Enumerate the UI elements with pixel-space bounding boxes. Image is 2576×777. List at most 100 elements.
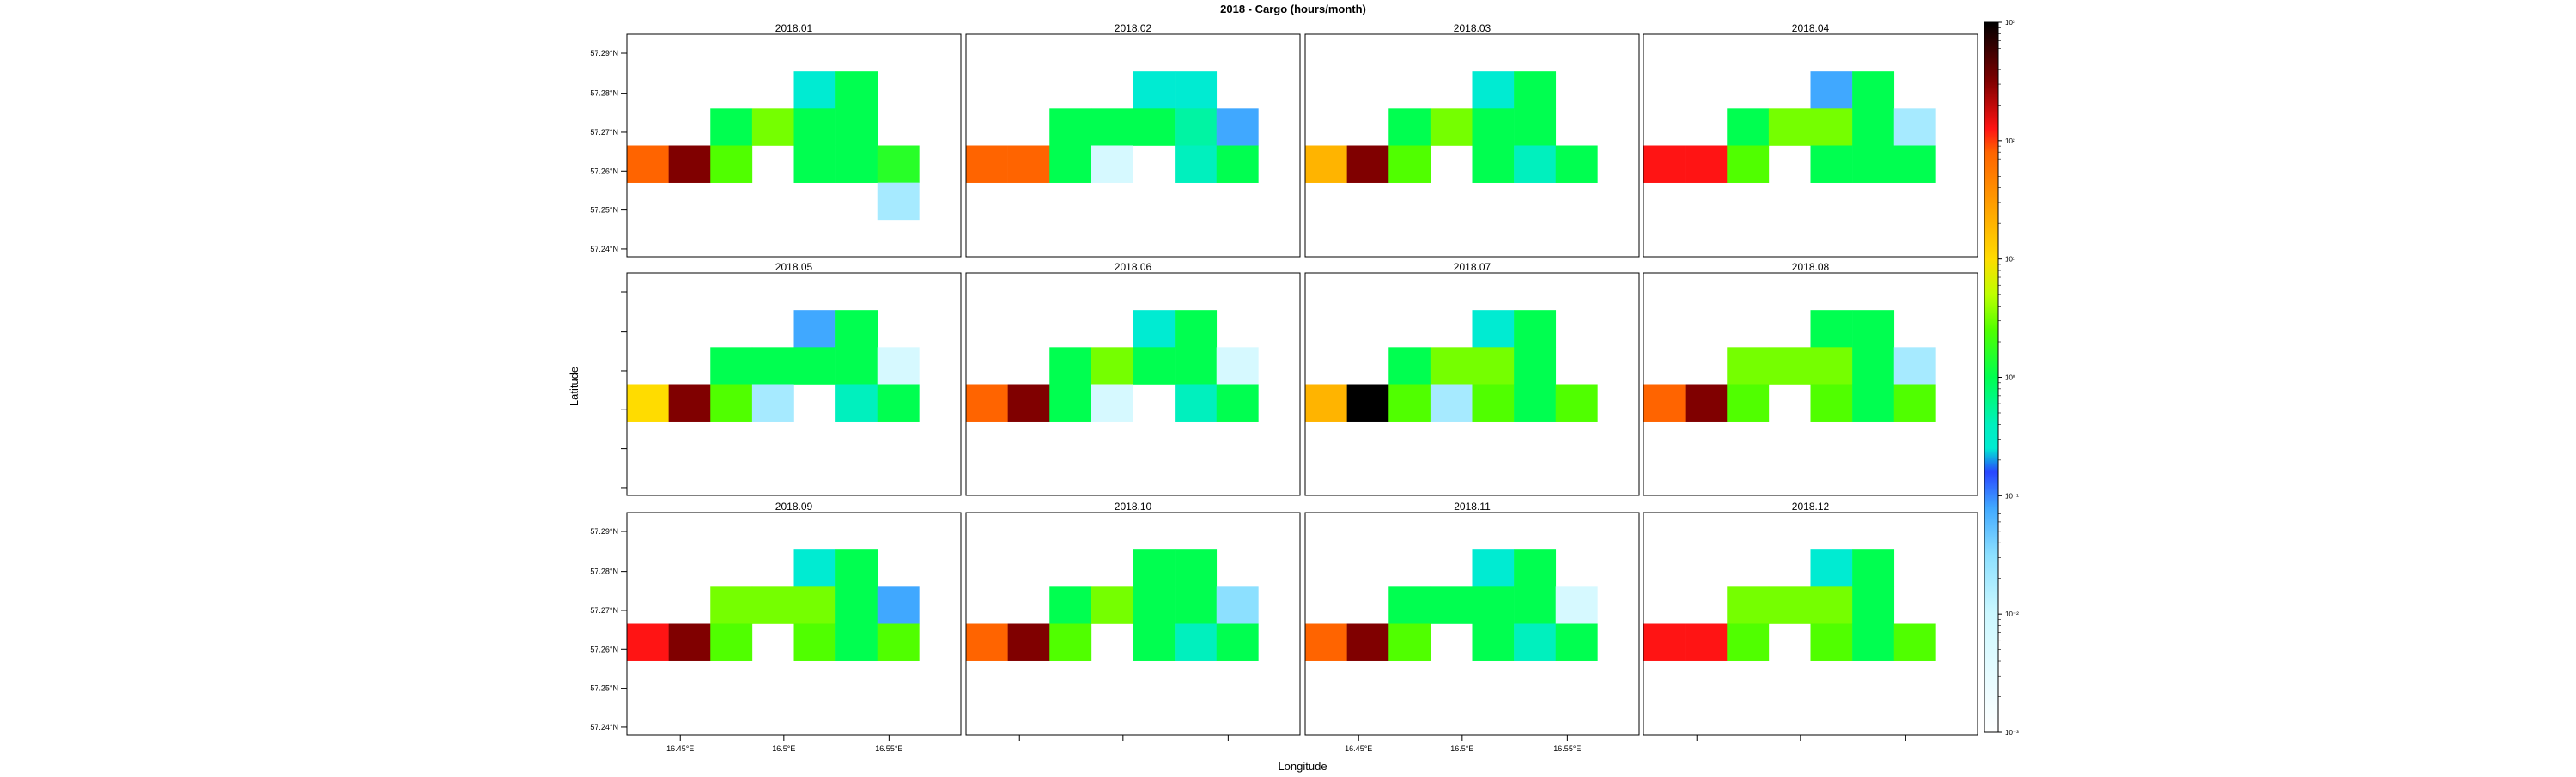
- heatmap-cell: [1643, 384, 1686, 422]
- heatmap-cell: [1555, 384, 1598, 422]
- heatmap-cell: [1430, 586, 1473, 624]
- panel-frame: [1643, 512, 1978, 736]
- heatmap-cell: [877, 586, 920, 624]
- heatmap-cell: [710, 586, 753, 624]
- heatmap-cell: [1175, 71, 1218, 109]
- panel-title: 2018.10: [1115, 501, 1152, 513]
- panel-2018-12: 2018.12: [1643, 501, 1978, 736]
- heatmap-cell: [1727, 384, 1770, 422]
- heatmap-cell: [1216, 108, 1259, 146]
- heatmap-cell: [1555, 586, 1598, 624]
- heatmap-cell: [877, 182, 920, 221]
- heatmap-cell: [1472, 108, 1515, 146]
- heatmap-cell: [1727, 347, 1770, 385]
- heatmap-cell: [1049, 108, 1092, 146]
- heatmap-cell: [835, 347, 878, 385]
- x-tick-label: 16.5°E: [772, 744, 795, 753]
- panel-title: 2018.11: [1454, 501, 1491, 513]
- heatmap-cell: [1852, 347, 1895, 385]
- heatmap-cell: [1388, 145, 1431, 183]
- heatmap-cell: [1049, 384, 1092, 422]
- heatmap-cell: [1514, 623, 1557, 661]
- colorbar: [1984, 21, 1999, 733]
- heatmap-cell: [1133, 586, 1176, 624]
- x-tick-label: 16.55°E: [1553, 744, 1581, 753]
- colorbar-tick-label: 10⁻³: [2005, 729, 2019, 737]
- heatmap-cell: [1049, 586, 1092, 624]
- panel-title: 2018.09: [775, 501, 813, 513]
- heatmap-cell: [1472, 347, 1515, 385]
- y-tick-label: 57.25°N: [590, 206, 618, 215]
- heatmap-cell: [1430, 108, 1473, 146]
- panel-2018-10: 2018.10: [965, 501, 1301, 736]
- heatmap-cell: [1216, 586, 1259, 624]
- panel-title: 2018.01: [775, 22, 813, 34]
- heatmap-cell: [1727, 586, 1770, 624]
- panel-2018-11: 2018.11: [1304, 501, 1640, 736]
- heatmap-cell: [1472, 145, 1515, 183]
- panel-title: 2018.03: [1454, 22, 1492, 34]
- heatmap-cell: [1175, 310, 1218, 348]
- heatmap-cell: [1175, 145, 1218, 183]
- y-tick-label: 57.29°N: [590, 49, 618, 58]
- heatmap-cell: [1727, 623, 1770, 661]
- heatmap-cell: [1388, 586, 1431, 624]
- y-tick-label: 57.26°N: [590, 645, 618, 653]
- heatmap-cell: [793, 310, 836, 348]
- panel-frame: [965, 33, 1301, 258]
- panel-title: 2018.08: [1792, 261, 1830, 273]
- heatmap-cell: [877, 347, 920, 385]
- heatmap-cell: [668, 145, 711, 183]
- heatmap-cell: [1852, 310, 1895, 348]
- heatmap-cell: [751, 384, 794, 422]
- heatmap-cell: [1472, 623, 1515, 661]
- heatmap-cell: [1091, 108, 1133, 146]
- heatmap-cell: [1175, 623, 1218, 661]
- heatmap-cell: [1514, 310, 1557, 348]
- heatmap-cell: [966, 145, 1008, 183]
- heatmap-cell: [1133, 108, 1176, 146]
- heatmap-cell: [751, 586, 794, 624]
- heatmap-cell: [1810, 108, 1853, 146]
- heatmap-cell: [1810, 310, 1853, 348]
- heatmap-cell: [1305, 145, 1347, 183]
- heatmap-cell: [1685, 145, 1728, 183]
- heatmap-cell: [1472, 586, 1515, 624]
- heatmap-cell: [966, 623, 1008, 661]
- heatmap-cell: [1388, 347, 1431, 385]
- heatmap-cell: [793, 347, 836, 385]
- heatmap-cell: [1472, 310, 1515, 348]
- heatmap-cell: [627, 384, 669, 422]
- heatmap-cell: [1514, 347, 1557, 385]
- heatmap-cell: [1175, 549, 1218, 587]
- heatmap-cell: [1175, 586, 1218, 624]
- heatmap-cell: [1049, 623, 1092, 661]
- heatmap-cell: [1472, 71, 1515, 109]
- panel-frame: [1643, 272, 1978, 496]
- heatmap-cell: [1852, 623, 1895, 661]
- heatmap-cell: [1007, 623, 1050, 661]
- panel-frame: [1643, 33, 1978, 258]
- heatmap-cell: [1430, 347, 1473, 385]
- heatmap-cell: [1091, 347, 1133, 385]
- colorbar-tick-label: 10⁰: [2005, 374, 2015, 382]
- heatmap-cell: [1893, 108, 1936, 146]
- panel-frame: [1304, 33, 1640, 258]
- heatmap-cell: [1727, 108, 1770, 146]
- heatmap-cell: [835, 310, 878, 348]
- x-tick-label: 16.55°E: [875, 744, 902, 753]
- heatmap-cell: [1768, 586, 1811, 624]
- heatmap-cell: [1049, 347, 1092, 385]
- heatmap-cell: [1514, 586, 1557, 624]
- panel-2018-07: 2018.07: [1304, 261, 1640, 496]
- heatmap-cell: [1346, 384, 1389, 422]
- x-axis-label: Longitude: [1278, 760, 1327, 773]
- x-tick-label: 16.5°E: [1450, 744, 1473, 753]
- heatmap-cell: [1810, 384, 1853, 422]
- heatmap-cell: [1727, 145, 1770, 183]
- heatmap-cell: [1810, 623, 1853, 661]
- heatmap-cell: [835, 384, 878, 422]
- heatmap-cell: [966, 384, 1008, 422]
- colorbar-tick-label: 10³: [2005, 19, 2015, 27]
- heatmap-cell: [1852, 108, 1895, 146]
